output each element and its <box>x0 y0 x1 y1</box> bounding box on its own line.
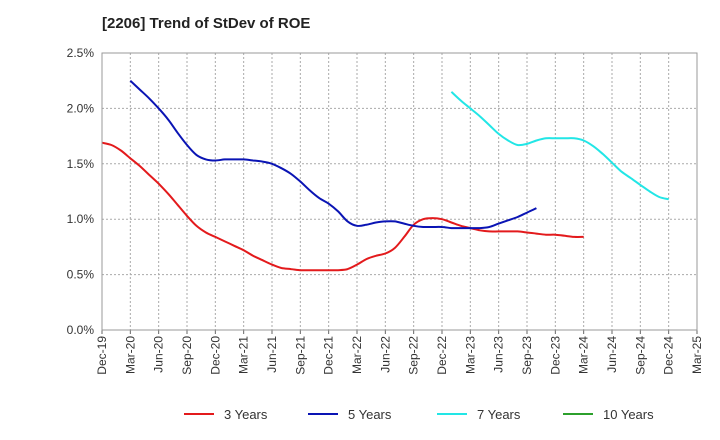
x-tick-label: Dec-24 <box>662 336 676 375</box>
legend-label-3: 10 Years <box>603 407 654 422</box>
chart-title: [2206] Trend of StDev of ROE <box>102 15 310 32</box>
y-tick-label: 0.0% <box>67 323 95 337</box>
x-tick-label: Mar-21 <box>237 336 251 374</box>
x-tick-label: Dec-21 <box>322 336 336 375</box>
legend-label-0: 3 Years <box>224 407 268 422</box>
legend-label-2: 7 Years <box>477 407 521 422</box>
x-tick-label: Mar-20 <box>123 336 137 374</box>
x-tick-label: Mar-24 <box>577 336 591 374</box>
x-tick-label: Sep-24 <box>633 336 647 375</box>
x-tick-label: Jun-22 <box>378 336 392 373</box>
y-tick-label: 1.0% <box>67 212 95 226</box>
x-tick-label: Jun-20 <box>152 336 166 373</box>
x-tick-label: Dec-22 <box>435 336 449 375</box>
legend: 3 Years 5 Years 7 Years 10 Years <box>184 407 654 422</box>
y-tick-label: 1.5% <box>67 157 95 171</box>
y-tick-label: 0.5% <box>67 268 95 282</box>
x-tick-label: Jun-21 <box>265 336 279 373</box>
x-tick-label: Jun-23 <box>492 336 506 373</box>
x-tick-label: Sep-22 <box>407 336 421 375</box>
x-tick-label: Mar-25 <box>690 336 704 374</box>
y-axis-ticks: 0.0% 0.5% 1.0% 1.5% 2.0% 2.5% <box>67 46 95 337</box>
x-tick-label: Sep-20 <box>180 336 194 375</box>
y-tick-label: 2.5% <box>67 46 95 60</box>
series-lines <box>101 79 669 272</box>
x-tick-label: Mar-22 <box>350 336 364 374</box>
series-line-0 <box>101 141 584 272</box>
x-tick-label: Sep-23 <box>520 336 534 375</box>
x-tick-label: Jun-24 <box>605 336 619 373</box>
legend-label-1: 5 Years <box>348 407 392 422</box>
x-tick-label: Dec-20 <box>208 336 222 375</box>
x-tick-label: Dec-23 <box>548 336 562 375</box>
x-tick-label: Mar-23 <box>463 336 477 374</box>
grid <box>101 53 698 334</box>
series-line-1 <box>129 79 537 230</box>
series-line-2 <box>450 91 669 201</box>
plot-frame <box>101 52 698 331</box>
x-tick-label: Dec-19 <box>95 336 109 375</box>
x-tick-label: Sep-21 <box>293 336 307 375</box>
x-axis-ticks: Dec-19 Mar-20 Jun-20 Sep-20 Dec-20 Mar-21 Jun-… <box>95 336 704 375</box>
y-tick-label: 2.0% <box>67 101 95 115</box>
